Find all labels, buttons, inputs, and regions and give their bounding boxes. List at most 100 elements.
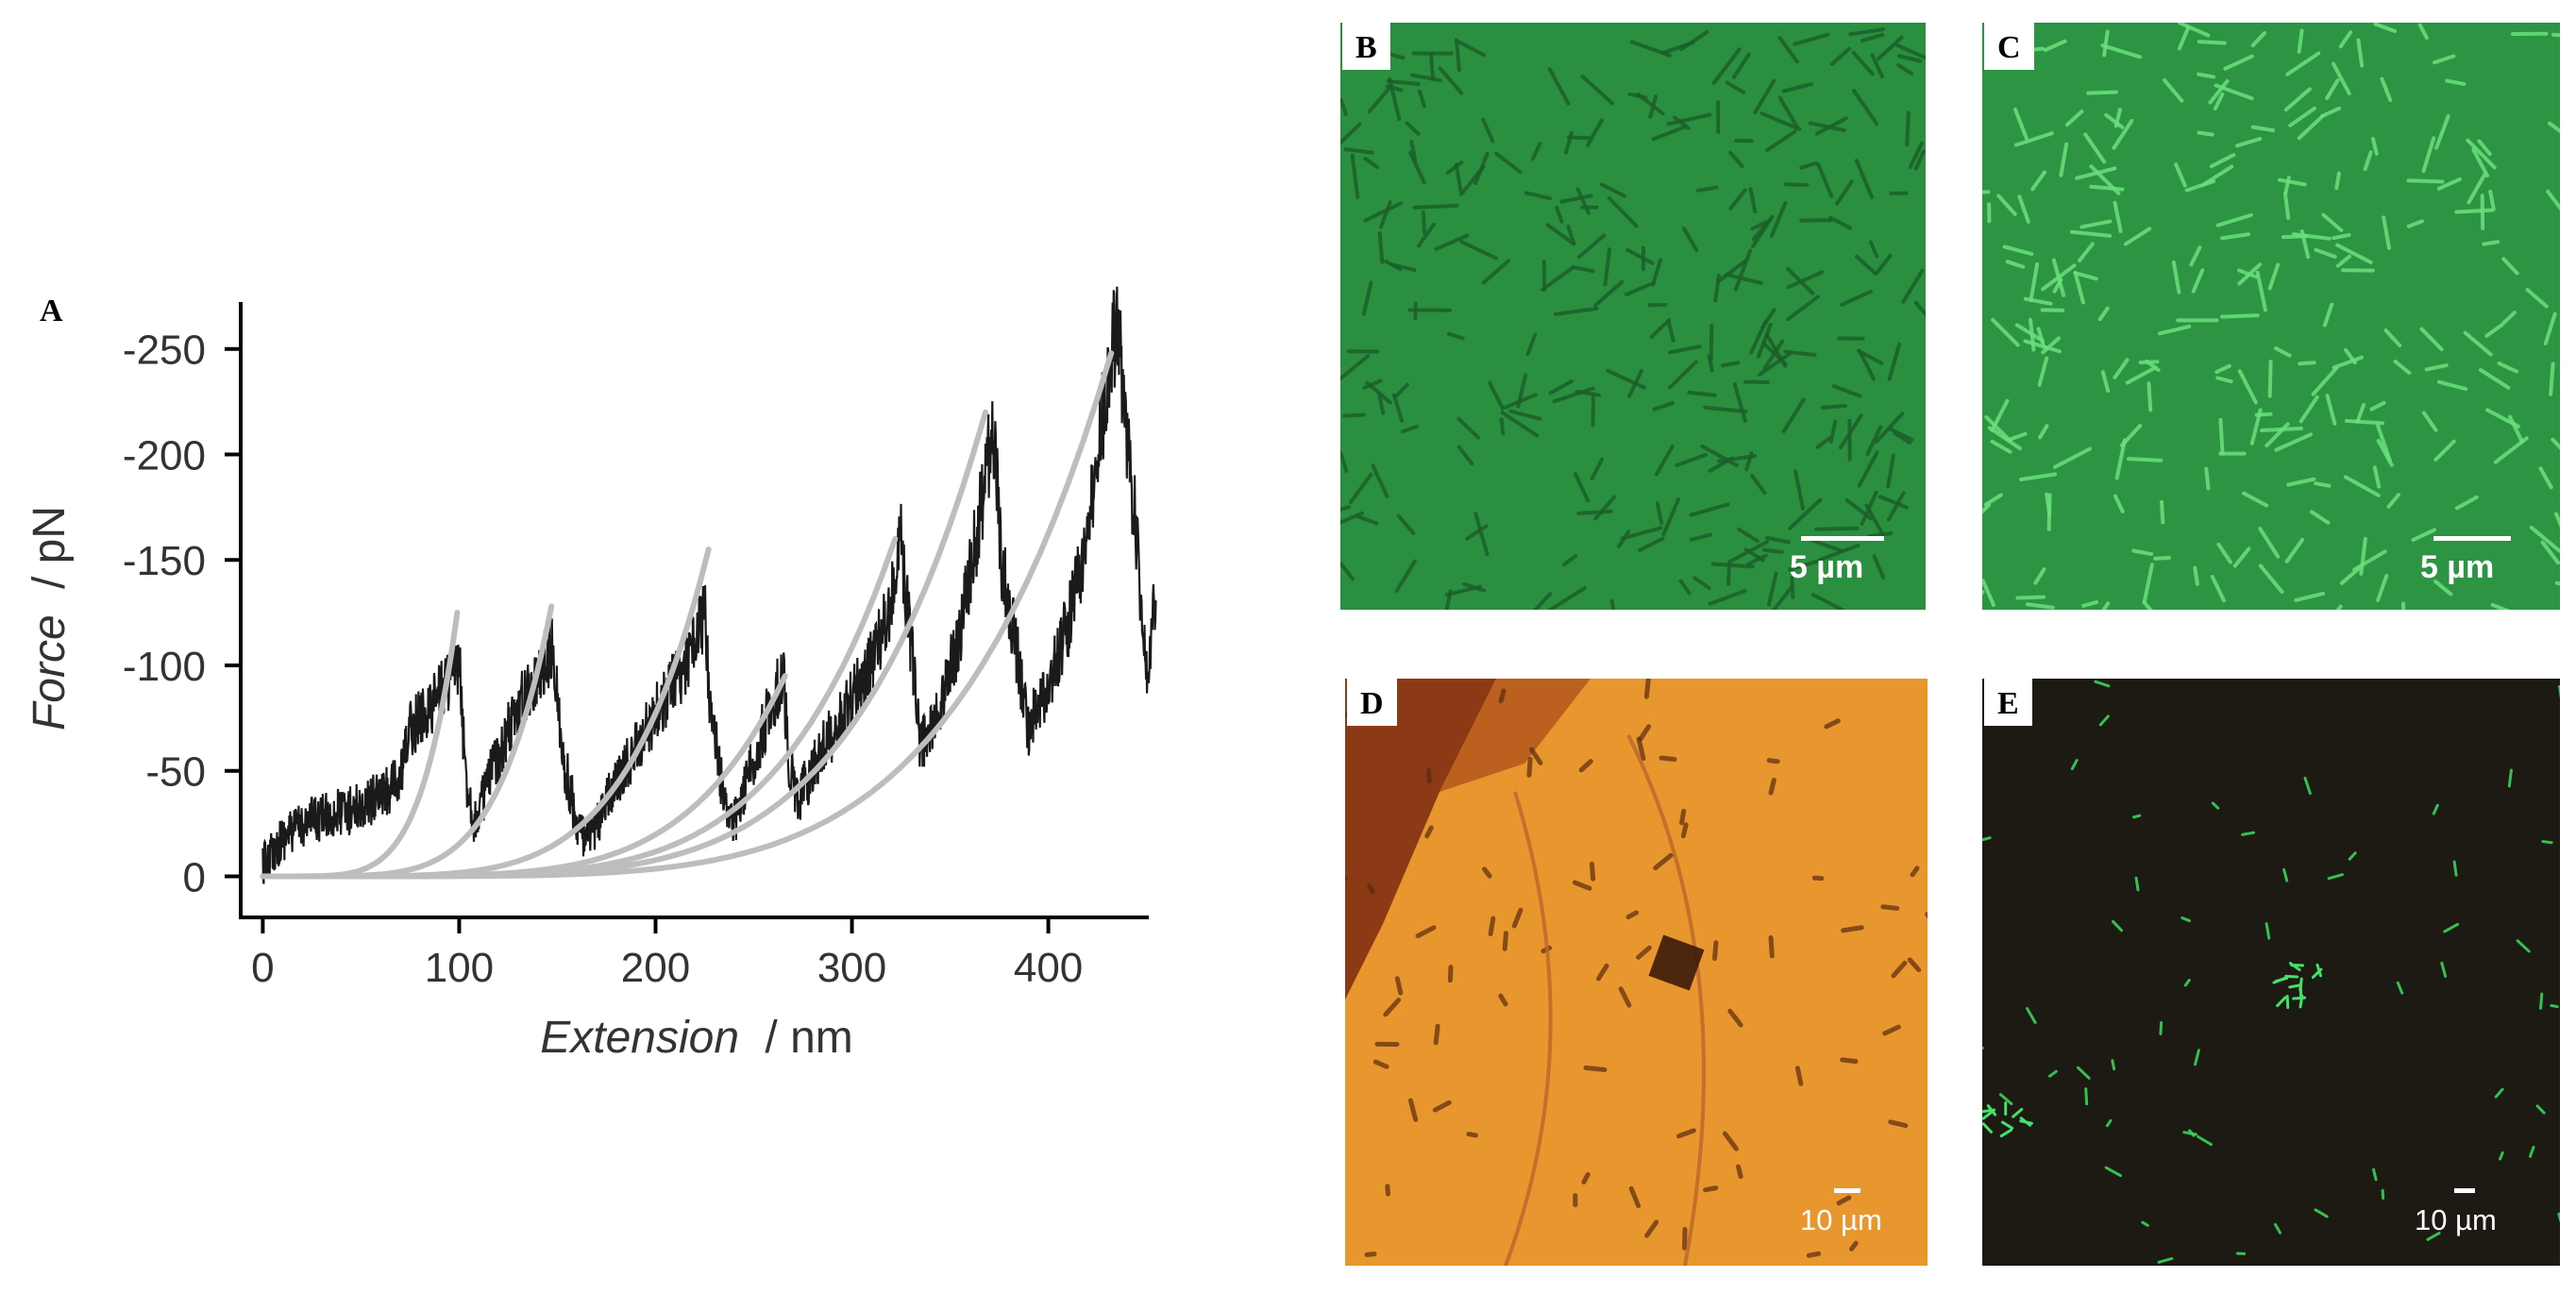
cell-rod [1675,452,1708,467]
cell-rod [2445,78,2467,87]
cell-rod [2197,130,2214,137]
cell-rod [1566,225,1576,245]
cell-rod [2373,23,2398,33]
cell-rod [2539,992,2544,1010]
cell-rod [1343,147,1374,155]
cell-rod [2073,270,2085,305]
cell-rod [2335,254,2352,268]
cell-rod [2276,996,2287,1008]
cell-rod [2529,525,2560,553]
cell-rod [2467,173,2486,205]
cell-rod [1555,206,1564,224]
cell-rod [2454,495,2479,511]
cell-rod [1749,319,1768,355]
cell-rod [1412,203,1459,210]
x-tick-label: 300 [817,945,886,991]
cell-rod [1710,562,1755,569]
micrograph-e: 10 µm [1982,679,2560,1266]
cell-rod [1340,354,1371,381]
cell-rod [2298,361,2316,366]
cell-rod [2012,1107,2024,1118]
cell-rod [1875,253,1893,275]
y-tick-label: -50 [145,749,206,796]
cell-rod [2432,54,2456,65]
cell-rod [2218,417,2225,456]
scale-label-c: 5 µm [2420,549,2495,585]
cell-rod [1456,416,1481,440]
cell-rod [2356,38,2365,68]
cell-rod [2516,939,2531,953]
cell-rod [1894,42,1926,60]
cell-rod [2147,381,2153,412]
cell-rod [1708,588,1747,606]
cell-rod [2077,1066,2091,1080]
cell-rod [1466,1132,1478,1138]
cell-rod [2454,208,2495,214]
cell-rod [1759,111,1802,131]
scale-bar-d [1834,1188,1860,1193]
cell-rod [1716,259,1747,284]
cell-rod [1593,279,1625,308]
cell-rod [1769,200,1788,238]
cell-rod [1987,426,2022,451]
cell-rod [2325,78,2340,101]
cell-rod [2297,28,2304,54]
cell-rod [2038,424,2049,440]
cell-rod [1753,78,1776,115]
cell-rod [1547,586,1587,610]
cell-rod [2211,801,2220,810]
cell-rod [2369,400,2386,412]
cell-rod [2432,803,2439,815]
cell-rod [1814,116,1848,136]
cell-rod [1689,532,1713,542]
cell-rod [2525,287,2549,309]
cell-rod [2265,922,2271,940]
cell-rod [2030,170,2047,192]
cell-rod [1982,1110,1995,1120]
cell-rod [2282,867,2289,882]
cell-rod [2111,1059,2116,1071]
cell-rod [1840,1057,1859,1065]
cell-rod [1687,390,1717,397]
cell-rod [1887,491,1906,522]
cell-rod [2543,311,2557,345]
cell-rod [1553,306,1599,316]
force-extension-chart: A 0 -50 -100 -150 -200 -250 0 100 200 300 400 For… [25,286,1157,1063]
cell-rod [1599,182,1627,198]
cell-rod [1709,324,1714,361]
cell-rod [2490,602,2511,610]
cell-rod [1421,210,1427,235]
cell-rod [2426,1232,2441,1241]
cell-rod [2114,438,2127,480]
cell-rod [2158,324,2192,336]
cell-rod [2097,306,2110,322]
cell-rod [1379,200,1392,229]
cell-rod [1348,472,1373,505]
cell-rod [2153,556,2171,561]
y-tick-label: -250 [123,328,206,374]
cell-rod [2086,90,2118,95]
cell-rod [2104,112,2125,129]
cell-rod [1851,89,1879,126]
cell-rod [1585,118,1604,148]
cell-rod [1547,67,1571,106]
cell-rod [2528,1145,2535,1158]
cell-rod [1408,150,1426,185]
cell-rod [1828,215,1853,230]
cell-rod [1488,380,1505,411]
dark-aggregate [1345,679,1496,1000]
cell-rod [2478,367,2511,390]
cell-rod [2105,1118,2113,1128]
cell-rod [1764,129,1797,153]
cell-rod [2142,563,2154,604]
cell-rod [2499,1151,2504,1161]
cell-rod [1367,84,1393,114]
cell-rod [2471,147,2490,178]
cell-rod [2452,860,2458,877]
cell-rod [2288,962,2301,972]
cell-rod [1651,258,1662,287]
cell-rod [1444,589,1453,610]
cell-rod [2184,179,2216,193]
cell-rod [1498,688,1507,704]
cell-rod [1607,195,1639,228]
